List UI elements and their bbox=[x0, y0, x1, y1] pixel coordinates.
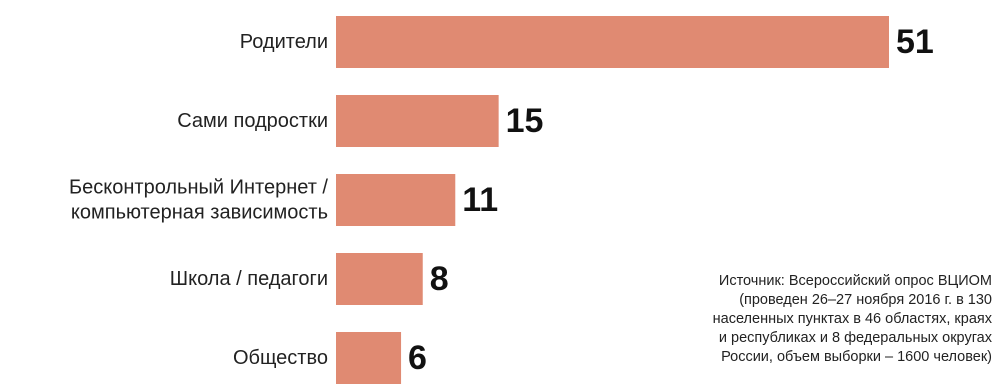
source-note: Источник: Всероссийский опрос ВЦИОМ (про… bbox=[612, 272, 992, 367]
bar bbox=[336, 16, 889, 68]
bar bbox=[336, 95, 499, 147]
bar bbox=[336, 174, 456, 226]
bar-value-label: 51 bbox=[896, 23, 934, 61]
bar-value-label: 8 bbox=[430, 260, 449, 298]
source-line: (проведен 26–27 ноября 2016 г. в 130 bbox=[739, 292, 992, 308]
category-label: Сами подростки bbox=[177, 110, 328, 132]
source-line: России, объем выборки – 1600 человек) bbox=[721, 349, 992, 365]
category-label: Бесконтрольный Интернет / bbox=[69, 177, 328, 199]
bar bbox=[336, 253, 423, 305]
bar-value-label: 15 bbox=[506, 102, 544, 140]
bar bbox=[336, 332, 402, 384]
source-line: и республиках и 8 федеральных округах bbox=[718, 330, 992, 346]
bar-value-label: 11 bbox=[462, 181, 498, 219]
source-line: населенных пунктах в 46 областях, краях bbox=[712, 311, 992, 327]
category-label: компьютерная зависимость bbox=[71, 202, 328, 224]
source-line: Источник: Всероссийский опрос ВЦИОМ bbox=[718, 273, 992, 289]
bar-value-label: 6 bbox=[408, 339, 427, 377]
category-label: Родители bbox=[240, 31, 328, 53]
category-label: Общество bbox=[233, 347, 328, 369]
category-label: Школа / педагоги bbox=[170, 268, 328, 290]
